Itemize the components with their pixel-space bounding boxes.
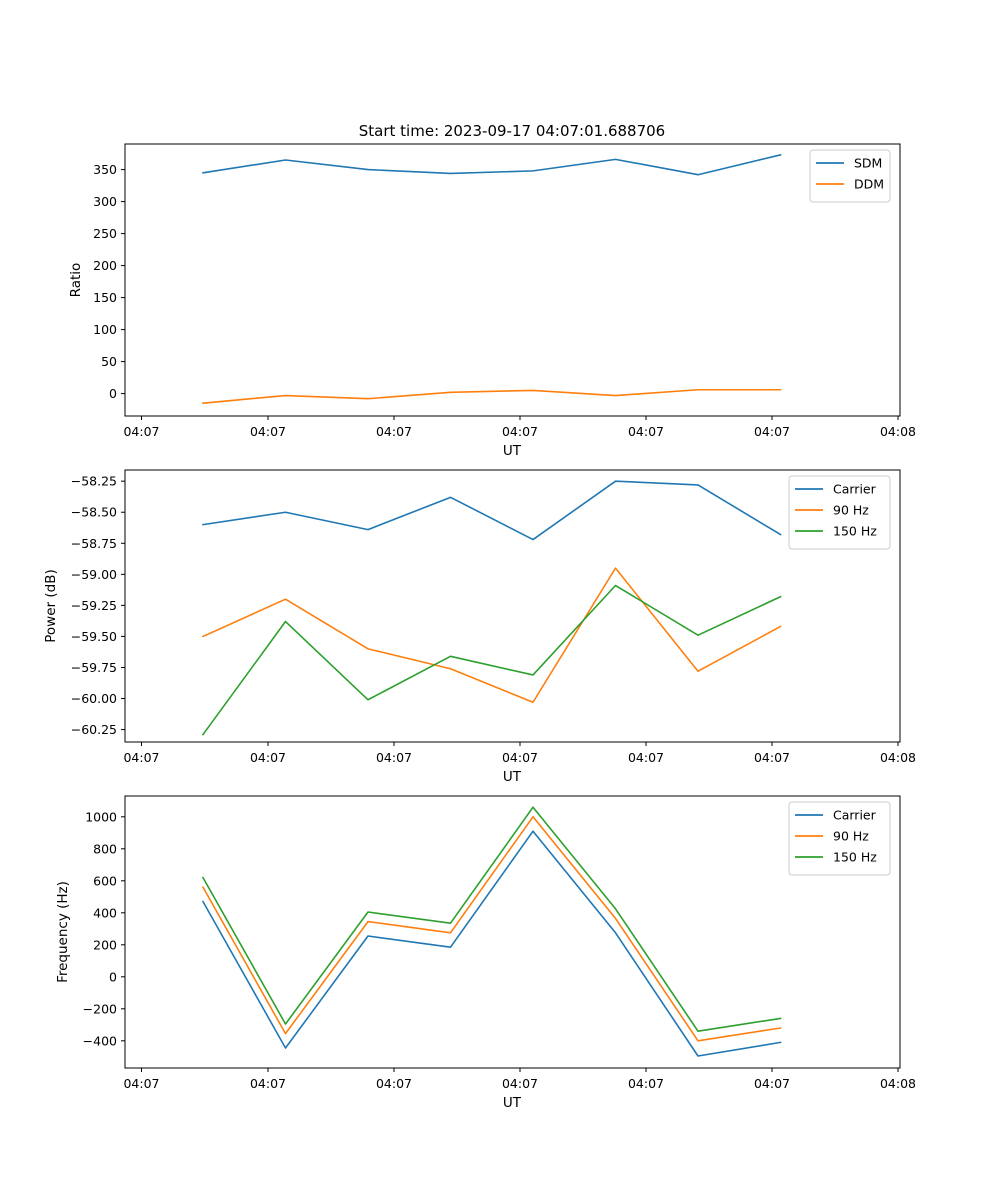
- frequency-axes-frame: [124, 795, 901, 1069]
- power-y-tick-label: −58.25: [71, 474, 117, 489]
- ratio-y-tick-label: 150: [93, 290, 117, 305]
- frequency-series-line-2: [201, 806, 782, 1032]
- ratio-x-tick-label: 04:07: [628, 424, 664, 439]
- power-series-line-1: [201, 567, 782, 704]
- ratio-series-line-0: [202, 153, 782, 176]
- frequency-panel: 04:07 04:07 04:07 04:07 04:07 04:07 04:08 UT −40…: [55, 795, 916, 1111]
- ratio-x-tick-label: 04:07: [123, 424, 159, 439]
- power-x-tick-label: 04:07: [502, 750, 538, 765]
- frequency-y-axis-label: Frequency (Hz): [55, 881, 71, 983]
- power-x-tick-label: 04:07: [376, 750, 412, 765]
- frequency-x-tick-label: 04:07: [754, 1076, 790, 1091]
- frequency-y-tick-label: 200: [93, 937, 117, 952]
- power-y-tick-label: −58.75: [71, 536, 117, 551]
- power-series-line-2: [201, 584, 782, 736]
- frequency-x-tick-label: 04:07: [376, 1076, 412, 1091]
- frequency-series-line-0: [201, 830, 782, 1057]
- power-y-tick-label: −60.25: [71, 722, 117, 737]
- ratio-legend-label: DDM: [854, 177, 884, 192]
- frequency-legend-label: Carrier: [833, 808, 877, 823]
- ratio-y-tick-label: 200: [93, 258, 117, 273]
- frequency-y-tick-label: −200: [83, 1001, 117, 1016]
- power-x-tick-label: 04:07: [754, 750, 790, 765]
- ratio-y-axis-label: Ratio: [68, 263, 84, 298]
- frequency-y-tick-label: 400: [93, 905, 117, 920]
- power-x-tick-label: 04:08: [880, 750, 916, 765]
- ratio-axes-frame: [124, 143, 901, 417]
- frequency-y-tick-label: 800: [93, 841, 117, 856]
- power-y-tick-label: −59.50: [71, 629, 117, 644]
- power-y-tick-label: −59.00: [71, 567, 117, 582]
- power-legend-label: 150 Hz: [833, 524, 877, 539]
- power-x-tick-label: 04:07: [628, 750, 664, 765]
- power-x-axis-label: UT: [503, 769, 522, 785]
- frequency-legend-label: 90 Hz: [833, 829, 869, 844]
- power-y-tick-label: −59.75: [71, 660, 117, 675]
- ratio-x-tick-label: 04:07: [376, 424, 412, 439]
- frequency-x-tick-label: 04:08: [880, 1076, 916, 1091]
- power-series-line-0: [202, 480, 782, 541]
- power-x-tick-label: 04:07: [123, 750, 159, 765]
- ratio-x-tick-label: 04:07: [754, 424, 790, 439]
- ratio-x-axis-label: UT: [503, 443, 522, 459]
- frequency-y-tick-label: 0: [109, 969, 117, 984]
- ratio-x-tick-label: 04:07: [250, 424, 286, 439]
- frequency-x-tick-label: 04:07: [628, 1076, 664, 1091]
- power-axes-frame: [124, 469, 901, 743]
- ratio-x-tick-label: 04:08: [880, 424, 916, 439]
- frequency-series-line-1: [201, 815, 782, 1042]
- power-y-tick-label: −58.50: [71, 505, 117, 520]
- power-y-axis-label: Power (dB): [43, 569, 59, 642]
- ratio-series-line-1: [202, 388, 782, 405]
- ratio-legend-label: SDM: [854, 156, 882, 171]
- power-y-tick-label: −60.00: [71, 691, 117, 706]
- ratio-y-tick-label: 300: [93, 194, 117, 209]
- power-y-tick-label: −59.25: [71, 598, 117, 613]
- power-legend-label: 90 Hz: [833, 503, 869, 518]
- figure-title: Start time: 2023-09-17 04:07:01.688706: [359, 122, 665, 140]
- ratio-y-tick-label: 250: [93, 226, 117, 241]
- power-panel: 04:07 04:07 04:07 04:07 04:07 04:07 04:08 UT −60…: [43, 469, 916, 785]
- ratio-y-tick-label: 100: [93, 322, 117, 337]
- power-x-tick-label: 04:07: [250, 750, 286, 765]
- frequency-legend-label: 150 Hz: [833, 850, 877, 865]
- frequency-x-axis-label: UT: [503, 1095, 522, 1111]
- frequency-y-tick-label: 1000: [85, 809, 117, 824]
- ratio-x-tick-label: 04:07: [502, 424, 538, 439]
- ratio-y-tick-label: 350: [93, 162, 117, 177]
- frequency-x-tick-label: 04:07: [123, 1076, 159, 1091]
- frequency-x-tick-label: 04:07: [250, 1076, 286, 1091]
- frequency-x-tick-label: 04:07: [502, 1076, 538, 1091]
- ratio-y-tick-label: 50: [101, 354, 117, 369]
- frequency-y-tick-label: −400: [83, 1033, 117, 1048]
- power-legend-label: Carrier: [833, 482, 877, 497]
- frequency-y-tick-label: 600: [93, 873, 117, 888]
- ratio-y-tick-label: 0: [109, 386, 117, 401]
- ratio-panel: 04:07 04:07 04:07 04:07 04:07 04:07 04:08 UT 0 50…: [68, 143, 916, 459]
